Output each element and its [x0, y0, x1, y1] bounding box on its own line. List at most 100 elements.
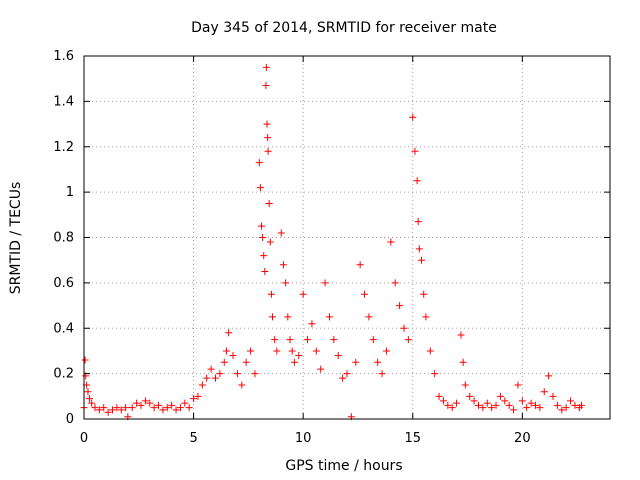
data-point-marker [312, 347, 320, 355]
data-point-marker [263, 120, 271, 128]
data-point-marker [396, 302, 404, 310]
y-tick-label: 0.4 [53, 321, 74, 336]
data-point-marker [207, 365, 215, 373]
data-point-marker [496, 392, 504, 400]
data-point-marker [198, 381, 206, 389]
data-point-marker [413, 177, 421, 185]
y-tick-label: 1.4 [53, 94, 74, 109]
axis-ticks [83, 55, 610, 420]
data-point-marker [88, 399, 96, 407]
data-point-marker [277, 229, 285, 237]
data-point-marker [163, 404, 171, 412]
data-point-marker [271, 336, 279, 344]
data-point-marker [141, 397, 149, 405]
data-point-marker [100, 404, 108, 412]
data-point-marker [264, 134, 272, 142]
data-point-marker [562, 404, 570, 412]
data-point-marker [523, 404, 531, 412]
data-point-marker [233, 370, 241, 378]
data-point-marker [453, 399, 461, 407]
data-point-marker [212, 374, 219, 382]
data-point-marker [361, 290, 369, 298]
data-point-marker [268, 313, 276, 321]
data-point-marker [444, 401, 452, 409]
data-point-marker [422, 313, 430, 321]
data-point-marker [150, 404, 158, 412]
data-point-marker [418, 256, 426, 264]
y-tick-labels: 0 0.2 0.4 0.6 0.8 1 1.2 1.4 1.6 [53, 49, 74, 427]
data-point-marker [540, 388, 548, 396]
data-point-marker [185, 404, 193, 412]
data-point-marker [260, 252, 268, 260]
y-tick-label: 0.6 [53, 276, 74, 291]
data-point-marker [203, 374, 211, 382]
data-point-marker [553, 401, 561, 409]
data-point-marker [308, 320, 316, 328]
data-point-marker [531, 401, 539, 409]
data-point-marker [286, 336, 294, 344]
data-point-marker [220, 358, 228, 366]
data-point-marker [518, 397, 526, 405]
data-point-marker [216, 370, 224, 378]
data-point-marker [85, 395, 93, 403]
data-point-marker [299, 290, 307, 298]
data-point-marker [91, 404, 99, 412]
data-point-marker [146, 399, 154, 407]
data-point-marker [470, 397, 478, 405]
x-tick-label: 5 [189, 431, 197, 446]
data-markers [80, 63, 586, 421]
data-point-marker [128, 404, 136, 412]
data-point-marker [321, 279, 329, 287]
data-point-marker [488, 404, 496, 412]
data-point-marker [483, 399, 491, 407]
data-point-marker [387, 238, 395, 246]
data-point-marker [282, 279, 290, 287]
data-point-marker [181, 399, 189, 407]
data-point-marker [505, 401, 513, 409]
data-point-marker [492, 401, 500, 409]
data-point-marker [255, 159, 263, 167]
data-point-marker [549, 392, 557, 400]
data-point-marker [295, 351, 303, 359]
data-point-marker [501, 397, 509, 405]
data-point-marker [352, 358, 360, 366]
data-point-marker [317, 365, 325, 373]
data-point-marker [284, 313, 292, 321]
data-point-marker [439, 397, 447, 405]
data-point-marker [459, 358, 467, 366]
data-point-marker [113, 404, 121, 412]
data-point-marker [404, 336, 412, 344]
data-point-marker [104, 408, 112, 416]
data-point-marker [448, 404, 456, 412]
data-point-marker [259, 234, 267, 241]
data-point-marker [84, 388, 92, 396]
data-point-marker [374, 358, 382, 366]
data-point-marker [168, 401, 176, 409]
data-point-marker [510, 406, 518, 414]
data-point-marker [172, 406, 180, 414]
data-point-marker [415, 245, 423, 253]
y-tick-label: 0 [66, 412, 74, 427]
data-point-marker [238, 381, 246, 389]
data-point-marker [242, 358, 250, 366]
data-point-marker [409, 113, 417, 121]
data-point-marker [461, 381, 469, 389]
data-point-marker [578, 401, 586, 409]
data-point-marker [334, 351, 342, 359]
data-point-marker [558, 406, 566, 414]
data-point-marker [325, 313, 333, 321]
x-tick-label: 10 [295, 431, 312, 446]
data-point-marker [108, 406, 116, 414]
data-point-marker [279, 261, 287, 269]
data-point-marker [266, 238, 274, 246]
data-point-marker [264, 147, 272, 155]
data-point-marker [155, 401, 163, 409]
data-point-marker [133, 399, 141, 407]
data-point-marker [194, 392, 202, 400]
x-axis-label: GPS time / hours [285, 458, 402, 474]
data-point-marker [426, 347, 434, 355]
data-point-marker [382, 347, 390, 355]
data-point-marker [117, 406, 125, 414]
data-point-marker [258, 222, 266, 230]
